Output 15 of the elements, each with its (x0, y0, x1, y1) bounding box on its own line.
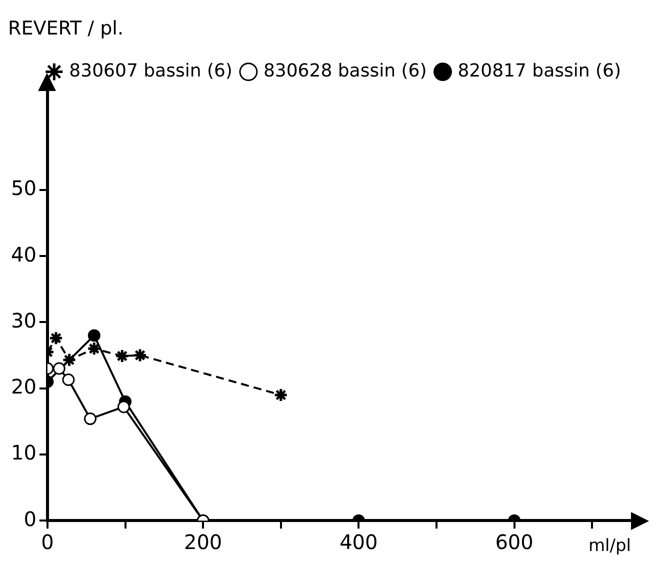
y-axis-title: REVERT / pl. (8, 17, 124, 40)
x-axis-title: ml/pl (588, 536, 631, 556)
legend-label: 830628 bassin (6) (263, 60, 427, 82)
y-tick-label: 30 (10, 308, 36, 332)
y-tick-label: 50 (10, 176, 36, 200)
y-tick-label: 10 (10, 440, 36, 465)
legend-label: 820817 bassin (6) (458, 60, 622, 82)
x-tick-label: 0 (41, 530, 54, 554)
x-tick-label: 200 (184, 530, 222, 554)
x-tick-label: 600 (495, 530, 534, 554)
y-tick-label: 40 (10, 242, 36, 266)
legend-label: 830607 bassin (6) (69, 60, 232, 82)
x-tick-label: 400 (340, 530, 378, 554)
y-tick-label: 0 (24, 506, 36, 531)
y-tick-label: 20 (10, 374, 36, 399)
